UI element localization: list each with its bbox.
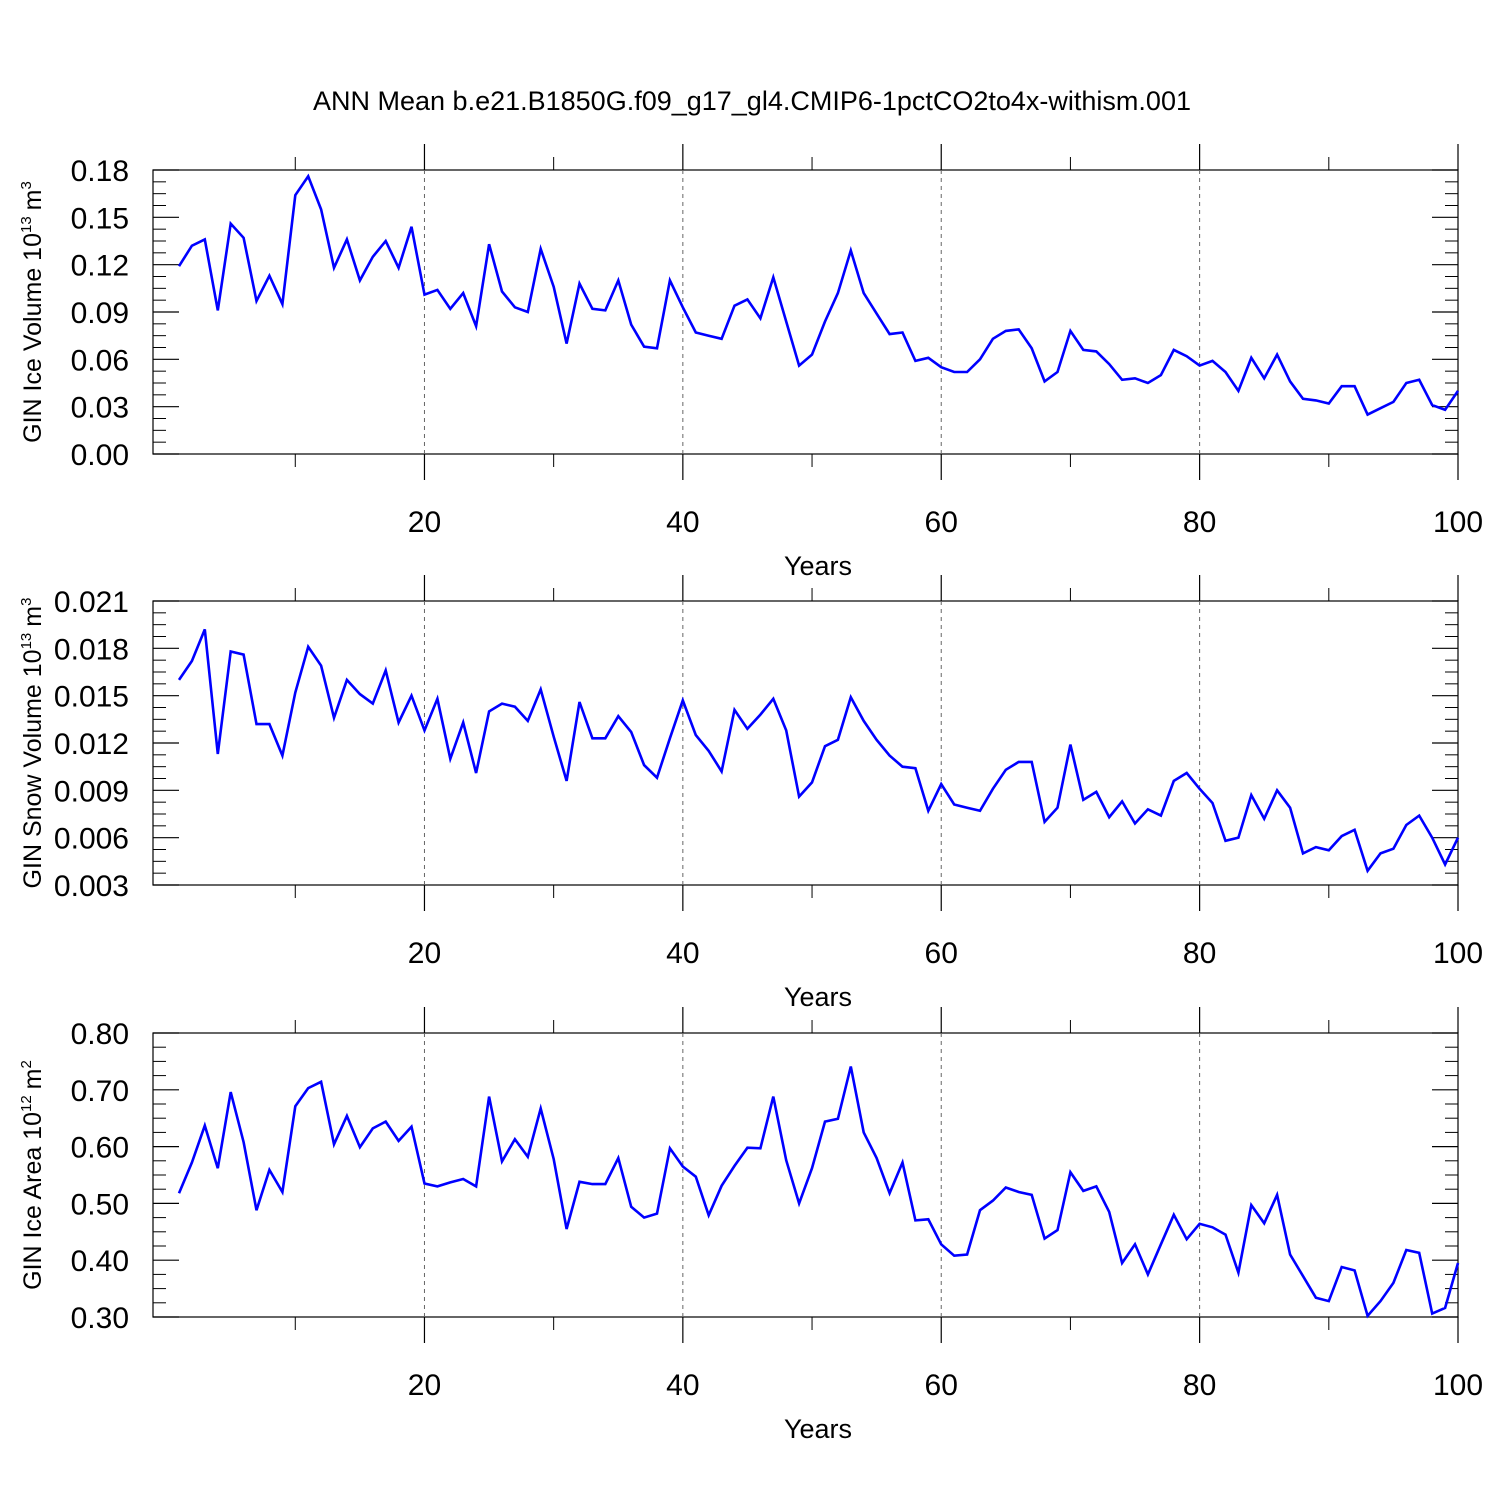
y-axis-label-exponent: 13 (18, 216, 35, 233)
y-axis-label-unit-exponent: 3 (18, 598, 35, 606)
y-tick-label: 0.06 (71, 344, 129, 377)
y-tick-label: 0.70 (71, 1075, 129, 1108)
y-tick-label: 0.12 (71, 250, 129, 283)
x-tick-label: 60 (925, 506, 958, 539)
y-tick-label: 0.18 (71, 155, 129, 188)
y-axis-label-text: GIN Snow Volume 10 (19, 649, 47, 888)
x-tick-label: 20 (408, 937, 441, 970)
x-tick-label: 20 (408, 1369, 441, 1402)
y-tick-label: 0.80 (71, 1018, 129, 1051)
y-axis-label-exponent: 13 (18, 633, 35, 650)
x-tick-label: 80 (1183, 937, 1216, 970)
y-tick-label: 0.015 (54, 681, 129, 714)
x-tick-label: 100 (1433, 937, 1483, 970)
y-tick-label: 0.09 (71, 297, 129, 330)
x-tick-label: 40 (666, 937, 699, 970)
x-tick-label: 60 (925, 937, 958, 970)
y-tick-label: 0.40 (71, 1245, 129, 1278)
y-tick-label: 0.009 (54, 775, 129, 808)
y-axis-label: GIN Ice Volume 1013 m3 (18, 181, 47, 443)
x-tick-label: 40 (666, 506, 699, 539)
y-axis-label: GIN Ice Area 1012 m2 (18, 1060, 47, 1290)
y-tick-label: 0.006 (54, 823, 129, 856)
series-line (177, 628, 1460, 874)
y-tick-label: 0.021 (54, 586, 129, 619)
series-line (177, 1066, 1460, 1319)
y-axis-label-exponent: 12 (18, 1095, 35, 1112)
y-tick-label: 0.00 (71, 439, 129, 472)
y-axis-label: GIN Snow Volume 1013 m3 (18, 598, 47, 889)
y-axis-label-text: GIN Ice Area 10 (19, 1112, 47, 1290)
x-tick-label: 20 (408, 506, 441, 539)
x-tick-label: 100 (1433, 506, 1483, 539)
panel-snow-volume: 20 40 60 80 100 0.003 0.006 0.009 0.012 0.015 0.01… (18, 575, 1483, 1012)
plot-frame (152, 1032, 1459, 1318)
y-axis-label-text: GIN Ice Volume 10 (19, 233, 47, 443)
panel-ice-volume: 20 40 60 80 100 0.00 0.03 0.06 0.09 0.12 0.15 0.18 Y… (18, 144, 1483, 581)
x-axis-label: Years (784, 982, 852, 1012)
y-tick-label: 0.03 (71, 392, 129, 425)
x-tick-label: 80 (1183, 1369, 1216, 1402)
x-axis-label: Years (784, 1414, 852, 1444)
plot-frame (152, 600, 1459, 886)
y-tick-label: 0.012 (54, 728, 129, 761)
series-line (177, 173, 1460, 417)
y-axis-label-unit-exponent: 2 (18, 1060, 35, 1068)
y-tick-label: 0.15 (71, 202, 129, 235)
y-axis-label-unit-exponent: 3 (18, 181, 35, 189)
y-axis-label-unit: m (19, 606, 47, 627)
x-tick-label: 40 (666, 1369, 699, 1402)
plot-frame (152, 169, 1459, 455)
y-axis-label-unit: m (19, 190, 47, 211)
y-tick-label: 0.60 (71, 1132, 129, 1165)
y-tick-label: 0.018 (54, 633, 129, 666)
x-axis-label: Years (784, 551, 852, 581)
x-tick-label: 100 (1433, 1369, 1483, 1402)
y-tick-label: 0.30 (71, 1302, 129, 1335)
panel-ice-area: 20 40 60 80 100 0.30 0.40 0.50 0.60 0.70 0.80 Years… (18, 1007, 1483, 1444)
x-tick-label: 60 (925, 1369, 958, 1402)
y-tick-label: 0.003 (54, 870, 129, 903)
x-tick-label: 80 (1183, 506, 1216, 539)
chart-title: ANN Mean b.e21.B1850G.f09_g17_gl4.CMIP6-… (313, 86, 1191, 116)
y-axis-label-unit: m (19, 1068, 47, 1089)
y-tick-label: 0.50 (71, 1188, 129, 1221)
